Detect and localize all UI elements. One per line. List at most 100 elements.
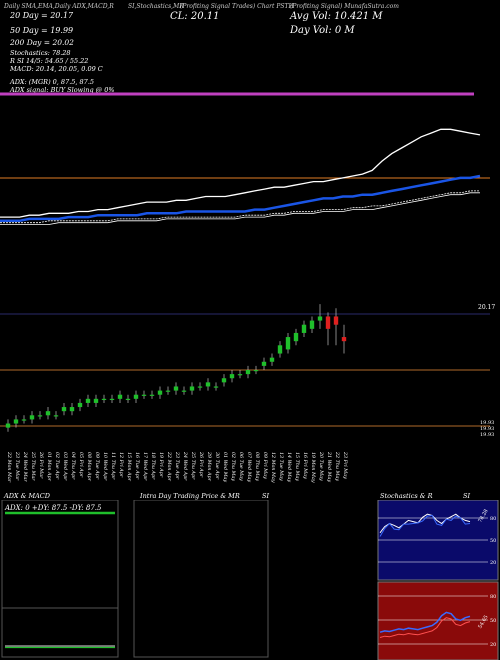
candle-body — [5, 423, 11, 428]
candle-body — [149, 394, 155, 396]
x-tick-label: 04 Thu Apr — [70, 452, 76, 480]
stoch-panel-title: Stochastics & R — [380, 492, 433, 500]
candle-body — [197, 386, 203, 388]
x-tick-label: 17 Wed Apr — [142, 452, 148, 481]
candle-body — [293, 332, 299, 342]
sma200-label: 200 Day = 20.02 — [10, 38, 74, 47]
x-tick-label: 24 Wed Apr — [182, 451, 188, 481]
candle-body — [253, 370, 259, 372]
candle-body — [245, 370, 251, 375]
candle-body — [189, 386, 195, 391]
x-tick-label: 09 Fri May — [262, 452, 268, 479]
x-tick-label: 12 Mon May — [270, 452, 276, 483]
adx-values-label: ADX: 0 +DY: 87.5 -DY: 87.5 — [4, 504, 102, 512]
x-tick-label: 19 Fri Apr — [158, 452, 164, 478]
x-tick-label: 24 Wed Mar — [22, 451, 28, 482]
x-tick-label: 29 Mon Apr — [206, 451, 212, 482]
close-label: CL: 20.11 — [170, 11, 220, 22]
candle-body — [165, 390, 171, 392]
candle-body — [101, 398, 107, 401]
x-tick-label: 22 Mon Mar — [6, 451, 12, 483]
candle-body — [85, 398, 91, 403]
adx-panel-title: ADX & MACD — [4, 492, 50, 500]
stoch-k-line — [379, 513, 471, 534]
stochastics-label: Stochastics: 78.28 — [10, 49, 71, 57]
x-tick-label: 23 Tue Mar — [14, 451, 20, 481]
candle-body — [157, 390, 163, 395]
adx-panel — [1, 500, 119, 658]
x-tick-label: 15 Mon Apr — [126, 452, 132, 482]
candle-body — [109, 398, 115, 401]
x-tick-label: 23 Fri May — [342, 451, 348, 479]
x-tick-label: 18 Thu Apr — [150, 452, 156, 480]
candle-body — [181, 390, 187, 392]
x-tick-label: 30 Tue Apr — [214, 452, 220, 480]
x-tick-label: 05 Fri Apr — [78, 452, 84, 478]
x-tick-label: 03 Wed Apr — [62, 452, 68, 481]
x-tick-label: 22 Mon Apr — [166, 451, 172, 482]
x-tick-label: 01 Mon Apr — [46, 452, 52, 482]
x-tick-label: 23 Tue Apr — [174, 451, 180, 480]
x-tick-label: 09 Tue Apr — [94, 452, 100, 480]
x-tick-label: 10 Wed Apr — [102, 452, 108, 481]
adx-label: ADX: (MGR) 0, 87.5, 87.5 — [10, 78, 95, 86]
candle-body — [141, 394, 147, 396]
macd-label: MACD: 20.14, 20.05, 0.09 C — [10, 65, 103, 73]
stoch-d-line — [379, 514, 471, 537]
candle-body — [205, 382, 211, 387]
candle-body — [125, 398, 131, 401]
candle-body — [93, 398, 99, 403]
candle-body — [221, 378, 227, 383]
x-tick-label: 19 Mon May — [310, 452, 316, 483]
candle-body — [133, 394, 139, 399]
candle-body — [37, 415, 43, 417]
candle-body — [237, 374, 243, 376]
price-label-top: 20.17 — [478, 304, 495, 311]
x-tick-label: 21 Wed May — [326, 451, 332, 482]
rsi-label: R SI 14/5: 54.65 / 55.22 — [10, 57, 89, 65]
bottom-panels: ADX: 0 +DY: 87.5 -DY: 87.5 80 50 20 78.2… — [1, 500, 499, 660]
ma-white-line — [0, 128, 481, 218]
x-tick-label: 12 Fri Apr — [118, 452, 124, 478]
rsi-level-20-label: 20 — [490, 642, 496, 648]
x-tick-label: 15 Thu May — [294, 452, 300, 481]
x-tick-label: 02 Thu May — [230, 452, 236, 481]
x-tick-label: 22 Thu May — [334, 451, 340, 481]
candle-body — [309, 320, 315, 329]
intraday-panel-title-right: SI — [262, 492, 270, 500]
x-tick-label: 16 Tue Apr — [134, 452, 140, 480]
candle-body — [77, 402, 83, 408]
candle-body — [341, 337, 347, 342]
candle-body — [285, 337, 291, 350]
sma50-label: 50 Day = 19.99 — [10, 26, 74, 35]
candle-body — [117, 394, 123, 399]
candle-body — [269, 357, 275, 362]
candle-body — [333, 316, 339, 325]
x-tick-label: 25 Thu Apr — [190, 451, 196, 480]
stoch-level-80-label: 80 — [490, 516, 496, 522]
candle-body — [45, 411, 51, 416]
price-label-3: 19.93 — [480, 432, 494, 438]
avg-vol-label: Avg Vol: 10.421 M — [290, 11, 383, 22]
x-tick-label: 08 Thu May — [254, 452, 260, 481]
ma-200-line — [0, 192, 480, 225]
header-top-far-right: (Profiting Signal) MunafaSutra.com — [290, 3, 399, 10]
x-tick-label: 02 Tue Apr — [54, 452, 60, 480]
stoch-level-20-label: 20 — [490, 560, 496, 566]
rsi-level-80-label: 80 — [490, 594, 496, 600]
intraday-panel-title: Intra Day Trading Price & MR — [140, 492, 240, 500]
rsi-line — [379, 611, 471, 633]
candle-body — [301, 324, 307, 333]
header-top-mid: SI,Stochastics,MR — [128, 3, 184, 10]
x-tick-label: 08 Mon Apr — [86, 452, 92, 482]
price-label-2: 19.93 — [480, 426, 494, 432]
candle-body — [69, 407, 75, 412]
candle-body — [53, 415, 59, 417]
stoch-level-50-label: 50 — [490, 538, 496, 544]
candle-body — [13, 419, 19, 424]
candle-body — [261, 361, 267, 366]
adx-signal-label: ADX signal: BUY Slowing @ 0% — [10, 86, 115, 94]
sma20-label: 20 Day = 20.17 — [10, 11, 74, 20]
rsi-signal-line — [379, 617, 471, 638]
ma-50-dashed-line — [0, 190, 480, 224]
